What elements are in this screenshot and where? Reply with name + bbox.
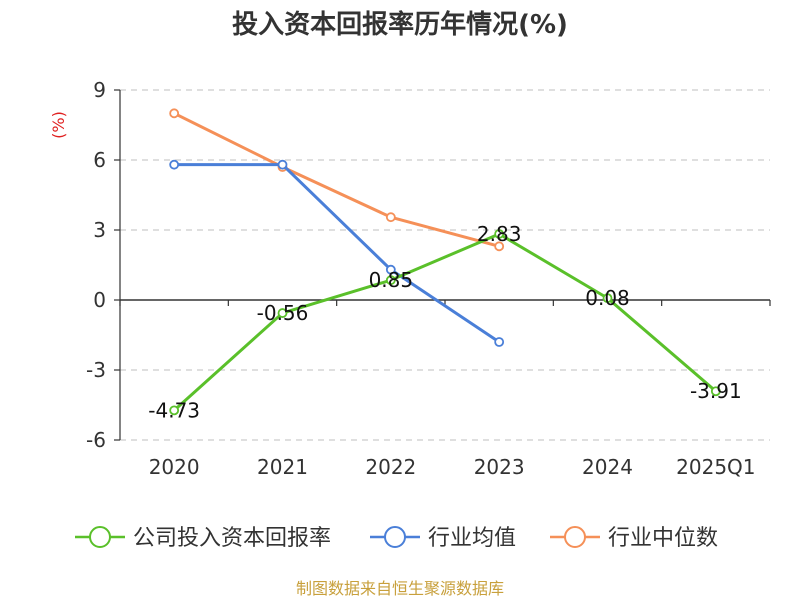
data-label: 0.85 [369, 268, 414, 292]
data-label: -3.91 [690, 379, 742, 403]
legend-label: 行业均值 [428, 526, 516, 551]
x-tick-label: 2021 [257, 455, 308, 479]
data-label: 2.83 [477, 222, 522, 246]
legend-marker [89, 526, 111, 548]
x-tick-label: 2023 [474, 455, 525, 479]
source-note: 制图数据来自恒生聚源数据库 [296, 579, 504, 598]
y-unit-label: (%) [49, 111, 68, 139]
data-point [277, 159, 288, 170]
data-label: 0.08 [585, 286, 630, 310]
legend-label: 公司投入资本回报率 [133, 526, 331, 551]
series-line [173, 111, 500, 248]
grid-lines [120, 89, 770, 441]
data-label: -0.56 [257, 301, 309, 325]
y-tick-label: 6 [93, 148, 106, 172]
data-labels: -4.73 -0.56 0.85 2.83 0.08 -3.91 [148, 222, 741, 422]
legend-label: 行业中位数 [608, 526, 718, 551]
y-tick-label: 9 [93, 78, 106, 102]
y-tick-label: 0 [93, 288, 106, 312]
axes: 9 6 3 0 -3 -6 2020 2021 2022 2023 2024 2025Q1 [86, 78, 771, 479]
legend-marker [564, 526, 586, 548]
series-lines [169, 108, 721, 416]
y-tick-label: -6 [86, 428, 106, 452]
x-tick-label: 2024 [582, 455, 633, 479]
data-point [385, 264, 396, 275]
data-point [602, 293, 613, 304]
data-point [494, 241, 505, 252]
x-tick-label: 2020 [149, 455, 200, 479]
series-line [174, 163, 500, 344]
data-point [169, 108, 180, 119]
data-point [494, 337, 505, 347]
data-point [385, 275, 396, 286]
y-tick-label: 3 [93, 218, 106, 242]
data-point [385, 212, 396, 223]
series-line [173, 232, 717, 412]
x-tick-label: 2025Q1 [676, 455, 755, 479]
legend: 公司投入资本回报率 行业均值 行业中位数 [75, 526, 718, 551]
data-point [710, 386, 721, 397]
legend-marker [384, 526, 406, 548]
data-point [169, 159, 180, 170]
y-tick-label: -3 [86, 358, 106, 382]
data-point [494, 229, 505, 239]
data-point [277, 308, 288, 318]
chart-title: 投入资本回报率历年情况(%) [232, 9, 568, 40]
data-label: -4.73 [148, 398, 200, 422]
data-point [169, 405, 180, 416]
x-tick-label: 2022 [365, 455, 416, 479]
